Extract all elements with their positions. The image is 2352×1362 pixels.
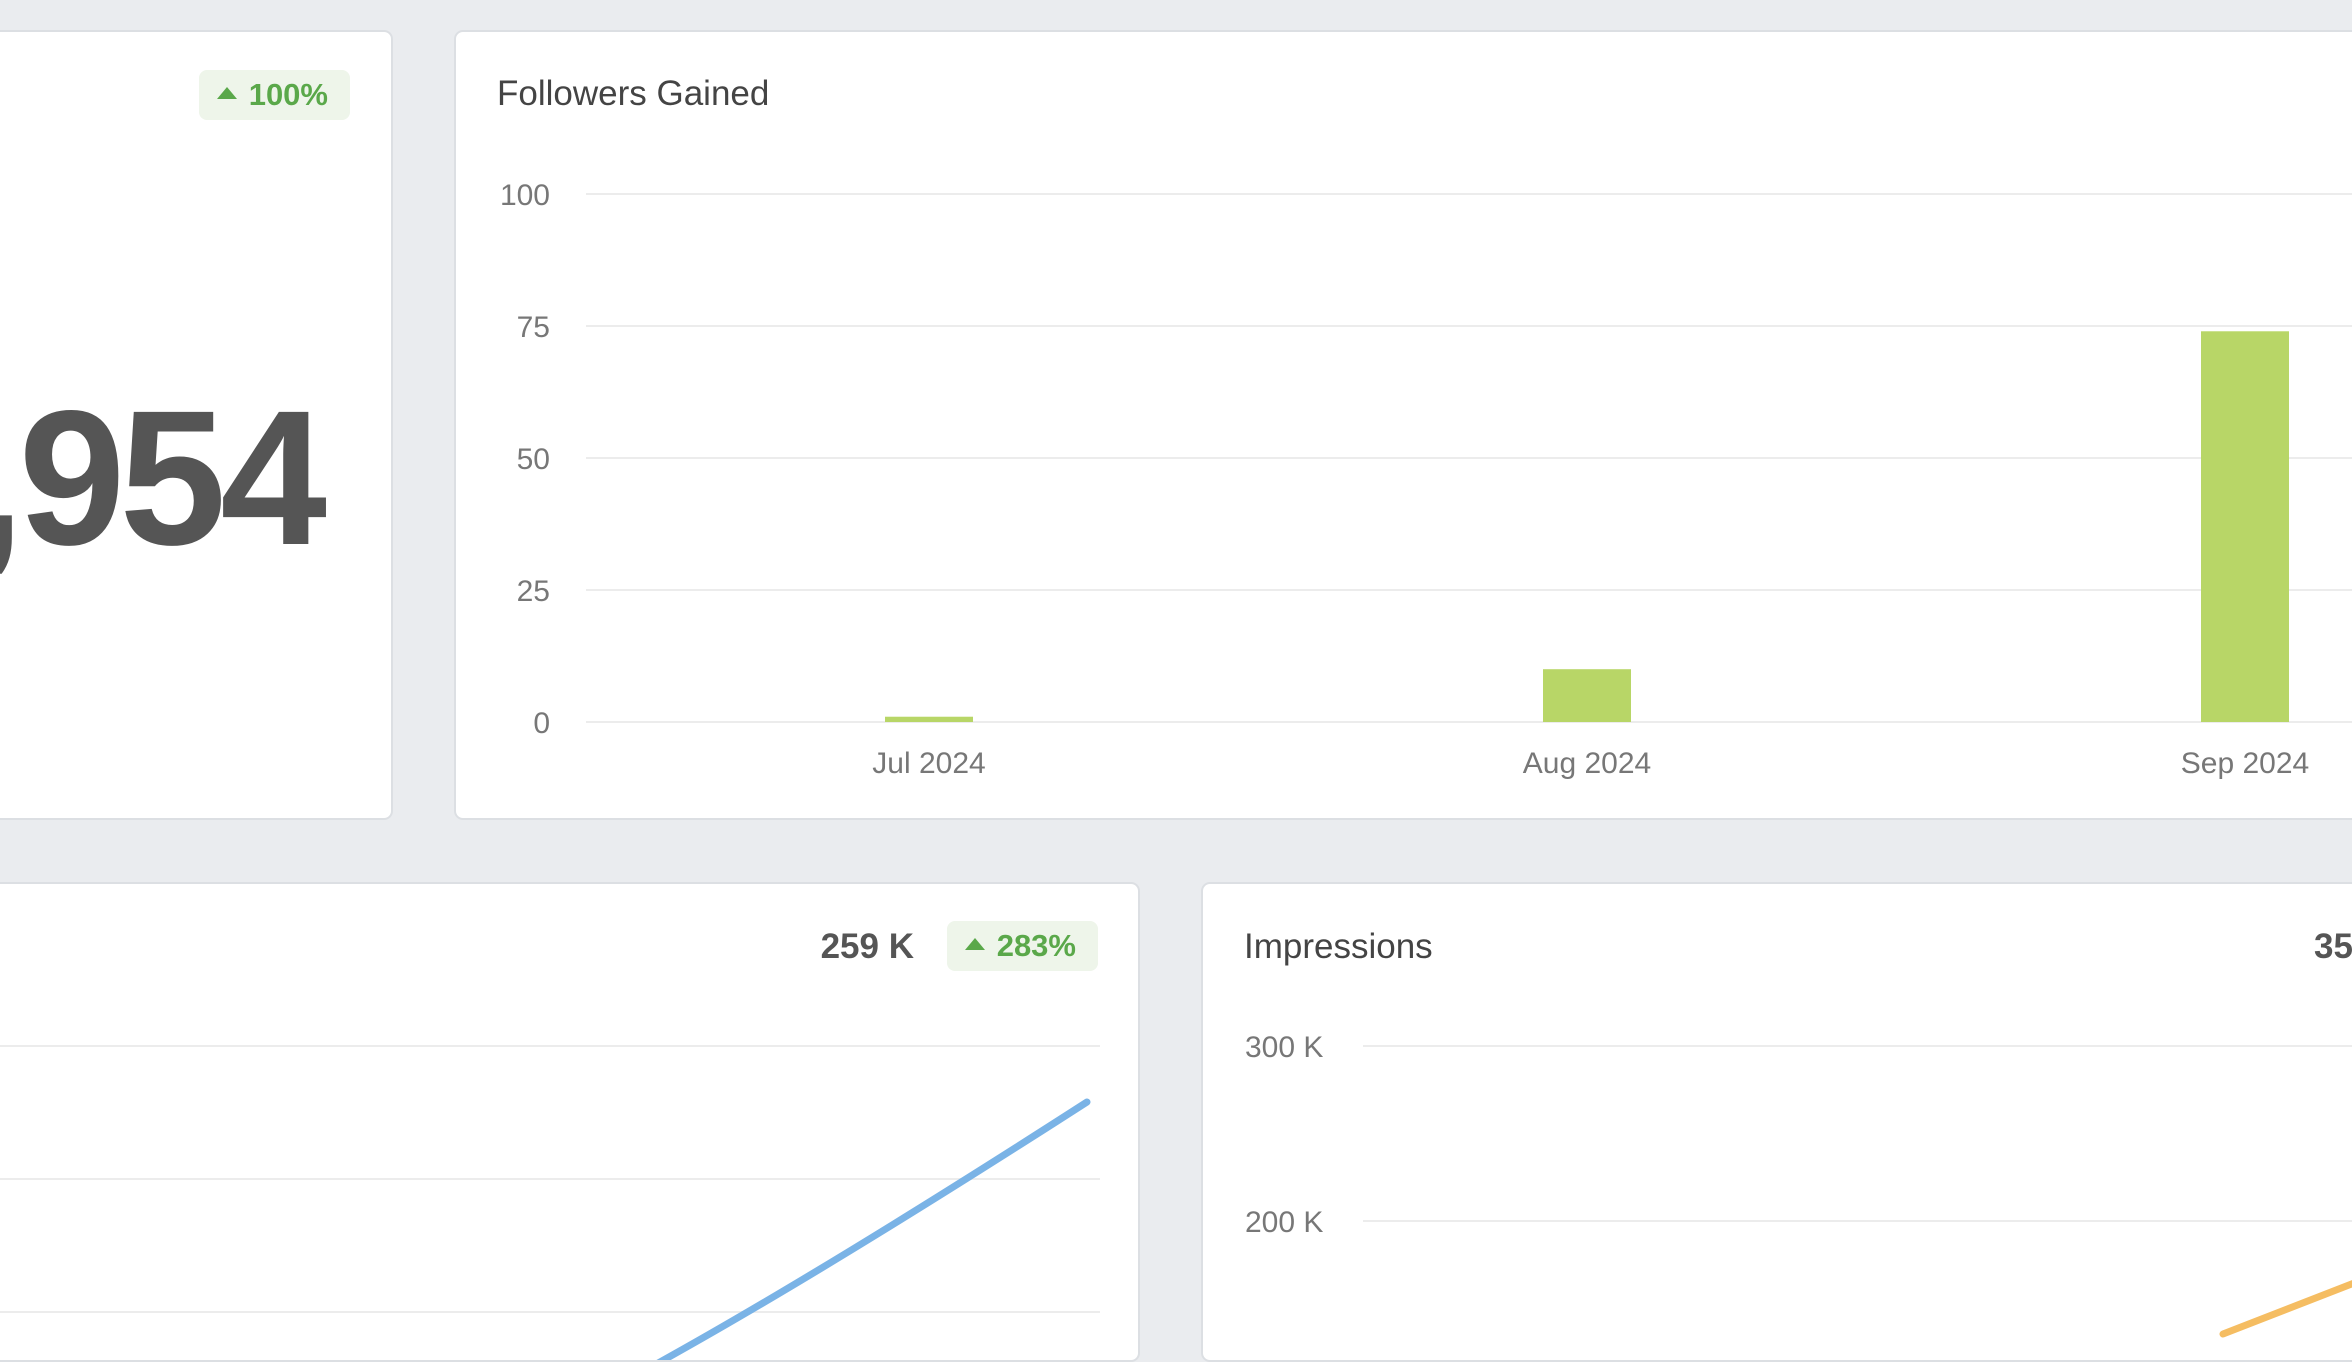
y-tick-label: 100 <box>500 179 550 212</box>
bar[interactable] <box>1543 669 1631 722</box>
impressions-card: Impressions 35 200 K 300 K <box>1201 882 2352 1362</box>
reach-chart <box>0 1045 1100 1360</box>
x-tick-label: Jul 2024 <box>872 747 985 780</box>
bar[interactable] <box>885 716 973 722</box>
card-title: Impressions <box>1244 927 1433 966</box>
change-value: 100% <box>248 77 328 112</box>
y-tick-label: 200 K <box>1245 1206 1323 1239</box>
followers-gained-chart: 0 25 50 75 100 Jul 2024 Aug 2024 Sep 2024 <box>500 179 2352 780</box>
arrow-up-icon <box>964 938 985 950</box>
series-line <box>656 1098 1091 1360</box>
change-badge: 100% <box>198 70 350 120</box>
arrow-up-icon <box>216 87 237 99</box>
reach-card: 259 K 283% <box>0 882 1140 1362</box>
y-tick-label: 75 <box>517 311 550 344</box>
y-tick-label: 0 <box>533 707 550 740</box>
change-value: 283% <box>996 928 1076 963</box>
x-tick-label: Sep 2024 <box>2181 747 2309 780</box>
y-tick-label: 50 <box>517 443 550 476</box>
y-tick-label: 300 K <box>1245 1031 1323 1064</box>
series-line <box>2219 1280 2352 1338</box>
impressions-value: 35 <box>2314 927 2352 966</box>
bar[interactable] <box>2201 331 2289 722</box>
card-title: Followers Gained <box>497 74 770 113</box>
impressions-chart: 200 K 300 K <box>1245 1031 2352 1338</box>
reach-value: 259 K <box>820 927 914 966</box>
change-badge: 283% <box>946 921 1098 971</box>
followers-gained-card: Followers Gained 0 25 50 75 100 Jul 2024 Aug … <box>454 30 2352 820</box>
x-tick-label: Aug 2024 <box>1523 747 1651 780</box>
y-tick-label: 25 <box>517 575 550 608</box>
total-followers-value: ,954 <box>0 370 327 585</box>
total-followers-card: 100% ,954 <box>0 30 393 820</box>
